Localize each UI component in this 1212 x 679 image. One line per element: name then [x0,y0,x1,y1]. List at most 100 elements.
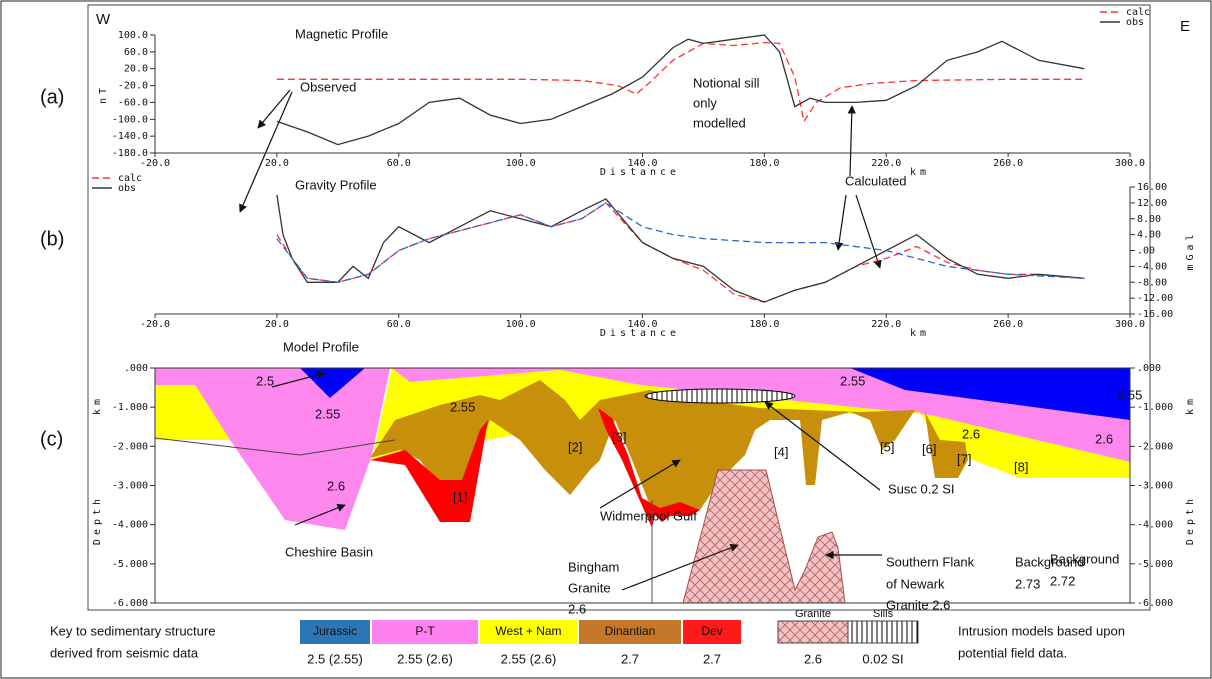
key-note: Intrusion models based upon [958,623,1125,638]
y-tick-label: 60.0 [124,47,148,58]
annotation: 2.55 [840,373,865,388]
key-density: 2.7 [621,651,639,666]
annotation: Bingham [568,559,619,574]
key-density: 2.5 (2.55) [307,651,363,666]
series-line [277,195,1084,302]
y-axis-unit: km [92,395,103,415]
x-tick-label: 180.0 [749,319,779,330]
model-geology [155,368,1130,603]
y-tick-label: -1.000 [112,402,148,413]
x-axis-unit: km [910,328,930,339]
y-axis-label: nT [98,84,109,104]
annotation: of Newark [886,576,945,591]
annotation: [7] [957,451,971,466]
y-tick-label: -4.00 [1137,261,1167,272]
y-tick-label: -6.000 [1137,598,1173,609]
annotation: Granite 2.6 [886,597,950,612]
arrow [240,92,292,212]
legend-label: obs [1126,17,1144,28]
annotation: Background [1050,551,1119,566]
x-tick-label: -20.0 [140,158,170,169]
key-density: 2.55 (2.6) [397,651,453,666]
x-axis-label: Distance [600,328,680,339]
y-tick-label: -100.0 [112,114,148,125]
series-line [277,35,1084,145]
x-tick-label: 100.0 [506,319,536,330]
annotation: 2.73 [1015,576,1040,591]
annotation: 2.55 [315,406,340,421]
x-tick-label: 220.0 [871,158,901,169]
key-label: West + Nam [495,624,561,638]
key-title: derived from seismic data [50,645,199,660]
x-tick-label: 220.0 [871,319,901,330]
y-tick-label: 100.0 [118,30,148,41]
x-tick-label: 60.0 [387,158,411,169]
key-label: Jurassic [313,624,357,638]
y-tick-label: -140.0 [112,131,148,142]
y-tick-label: -12.00 [1137,293,1173,304]
series-line [277,203,1084,282]
key-label: Sills [873,608,894,620]
annotation: [5] [880,439,894,454]
annotation: Susc 0.2 SI [888,481,954,496]
y-tick-label: 4.00 [1137,230,1161,241]
annotation: [4] [774,444,788,459]
y-tick-label: -2.000 [1137,441,1173,452]
y-tick-label: .00 [1137,246,1155,257]
x-tick-label: 260.0 [993,158,1023,169]
y-axis-label: mGal [1185,230,1196,270]
key-label: Granite [795,608,831,620]
y-tick-label: .000 [1137,363,1161,374]
annotation: Cheshire Basin [285,544,373,559]
annotation: 2.6 [962,426,980,441]
key-label: P-T [415,624,435,638]
key-swatch [778,621,848,643]
panel-label: (c) [40,428,63,450]
sill-body [645,389,795,403]
y-tick-label: -20.0 [118,81,148,92]
annotation: W [96,11,111,28]
key-value: 0.02 SI [862,651,903,666]
x-tick-label: 260.0 [993,319,1023,330]
arrow [856,195,880,268]
annotation: [6] [922,441,936,456]
y-tick-label: 12.00 [1137,198,1167,209]
x-axis-unit: km [910,167,930,178]
y-axis-label: Depth [1185,495,1196,545]
key-note: potential field data. [958,645,1067,660]
y-tick-label: -8.00 [1137,277,1167,288]
figure: (a)(b)(c)Magnetic Profile100.060.020.0-2… [0,0,1212,679]
chart-title: Magnetic Profile [295,26,388,41]
y-tick-label: 16.00 [1137,182,1167,193]
annotation: Granite [568,580,611,595]
annotation: Widmerpool Gulf [600,508,697,523]
x-tick-label: 100.0 [506,158,536,169]
x-tick-label: 180.0 [749,158,779,169]
x-tick-label: -20.0 [140,319,170,330]
annotation: Observed [300,79,356,94]
x-tick-label: 300.0 [1115,158,1145,169]
annotation: Calculated [845,173,906,188]
y-tick-label: .000 [124,363,148,374]
chart-title: Gravity Profile [295,177,377,192]
key-density: 2.7 [703,651,721,666]
annotation: 2.6 [327,478,345,493]
y-tick-label: -4.000 [1137,520,1173,531]
x-tick-label: 60.0 [387,319,411,330]
y-tick-label: -2.000 [112,441,148,452]
panel-label: (b) [40,228,64,250]
key-label: Dinantian [605,624,656,638]
series-line [277,43,1084,122]
arrow [838,195,846,250]
annotation: 2.72 [1050,573,1075,588]
key-title: Key to sedimentary structure [50,623,215,638]
y-tick-label: -1.000 [1137,402,1173,413]
y-tick-label: -5.000 [1137,559,1173,570]
annotation: 2.5 [256,373,274,388]
y-tick-label: -3.000 [1137,481,1173,492]
annotation: [1] [453,489,467,504]
panel-label: (a) [40,86,64,108]
annotation: [8] [1014,459,1028,474]
annotation: modelled [693,115,746,130]
key-value: 2.6 [804,651,822,666]
